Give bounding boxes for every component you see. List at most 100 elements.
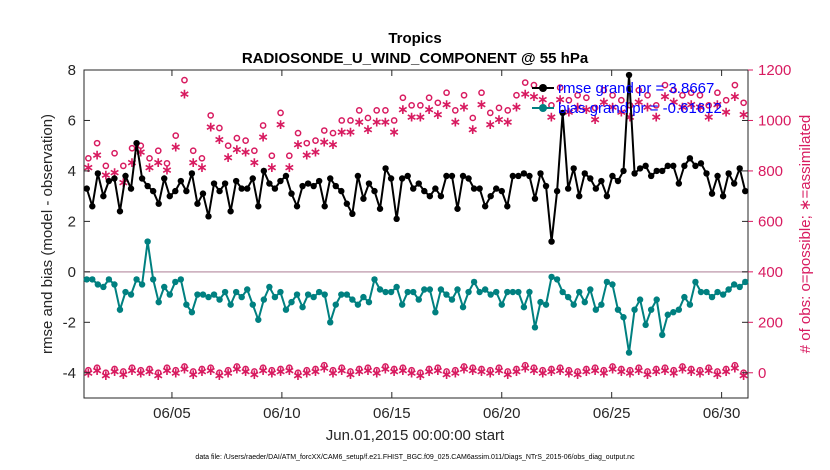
obs-possible-point xyxy=(233,134,241,142)
obs-possible-low-point xyxy=(111,365,118,373)
bias-point xyxy=(183,301,190,308)
rmse-point xyxy=(138,175,146,182)
bias-point xyxy=(509,288,517,296)
obs-possible-point xyxy=(294,129,302,137)
obs-assimilated-low-point: ∗ xyxy=(484,366,496,382)
obs-possible-low-point xyxy=(93,364,101,372)
bias-point xyxy=(437,286,445,293)
bias-point xyxy=(232,288,240,296)
bias-point xyxy=(493,288,500,296)
obs-assimilated-low-point: ∗ xyxy=(563,366,575,382)
rmse-point xyxy=(559,109,566,117)
obs-assimilated-point: ∗ xyxy=(353,114,365,130)
rmse-point xyxy=(166,192,173,200)
rmse-point xyxy=(376,205,384,212)
obs-assimilated-low-point: ∗ xyxy=(519,360,531,376)
obs-possible-low-point xyxy=(390,365,398,373)
obs-possible-low-point xyxy=(329,366,337,374)
obs-assimilated-low-point: ∗ xyxy=(301,366,313,382)
rmse-point xyxy=(199,190,207,197)
obs-possible-low-point xyxy=(609,363,616,370)
obs-assimilated-point: ∗ xyxy=(336,125,348,141)
obs-possible-low-point xyxy=(198,365,206,373)
bias-point xyxy=(105,276,113,283)
obs-assimilated-point: ∗ xyxy=(511,99,523,115)
obs-assimilated-low-point: ∗ xyxy=(100,368,112,384)
rmse-point xyxy=(664,162,671,170)
obs-possible-low-point xyxy=(469,364,477,372)
obs-assimilated-low-point: ∗ xyxy=(144,364,156,380)
obs-possible-point xyxy=(591,104,599,112)
rmse-point xyxy=(647,172,655,180)
obs-possible-low-point xyxy=(128,364,136,372)
obs-assimilated-low-point: ∗ xyxy=(415,368,427,384)
rmse-point xyxy=(255,203,262,210)
rmse-point xyxy=(410,185,417,192)
obs-possible-point xyxy=(408,101,415,109)
obs-assimilated-point: ∗ xyxy=(161,162,173,178)
obs-assimilated-point: ∗ xyxy=(100,167,112,183)
obs-possible-low-point xyxy=(285,364,293,372)
obs-possible-low-point xyxy=(364,364,372,372)
obs-assimilated-low-point: ∗ xyxy=(502,367,514,383)
obs-assimilated-point: ∗ xyxy=(449,114,461,130)
bias-point xyxy=(454,286,461,293)
rmse-point xyxy=(659,167,666,175)
bias-point xyxy=(393,283,400,291)
bias-point xyxy=(310,293,317,301)
obs-possible-low-point xyxy=(224,366,232,374)
obs-possible-point xyxy=(277,109,284,117)
rmse-point xyxy=(116,208,124,215)
obs-possible-point xyxy=(163,160,171,167)
rmse-point xyxy=(487,192,494,200)
rmse-point xyxy=(354,172,362,180)
obs-assimilated-point: ∗ xyxy=(214,132,226,148)
obs-possible-low-point xyxy=(451,366,459,374)
bias-point xyxy=(725,286,732,293)
rmse-point xyxy=(161,175,168,182)
obs-assimilated-low-point: ∗ xyxy=(423,364,435,380)
obs-assimilated-low-point: ∗ xyxy=(685,364,697,380)
obs-possible-point xyxy=(617,96,625,104)
obs-possible-point xyxy=(181,76,188,84)
obs-possible-point xyxy=(373,107,381,114)
rmse-point xyxy=(177,177,185,185)
obs-possible-low-point xyxy=(294,369,302,377)
rmse-point xyxy=(266,180,273,187)
obs-possible-point xyxy=(128,144,136,152)
rmse-point xyxy=(426,192,434,200)
obs-assimilated-point: ∗ xyxy=(318,135,330,151)
obs-possible-low-point xyxy=(277,365,284,373)
bias-point xyxy=(636,296,644,303)
rmse-point xyxy=(476,185,483,192)
obs-possible-low-point xyxy=(242,365,249,373)
bias-point xyxy=(603,278,611,286)
obs-possible-point xyxy=(521,79,529,86)
obs-possible-point xyxy=(154,147,162,155)
bias-point xyxy=(127,291,135,298)
obs-assimilated-low-point: ∗ xyxy=(476,364,488,380)
obs-possible-point xyxy=(661,81,669,89)
rmse-point xyxy=(315,177,323,185)
bias-point xyxy=(255,316,262,323)
legend-bias-label: bias grand pr = -0.61612 xyxy=(558,100,722,117)
obs-possible-low-point xyxy=(382,363,389,370)
obs-assimilated-point: ∗ xyxy=(152,155,164,171)
rmse-point xyxy=(526,172,533,180)
obs-possible-low-point xyxy=(146,365,153,373)
rmse-point xyxy=(304,180,312,187)
bias-point xyxy=(277,288,284,296)
y-tick-label: -4 xyxy=(63,365,76,382)
obs-assimilated-point: ∗ xyxy=(467,122,479,138)
rmse-point xyxy=(481,203,489,210)
rmse-series xyxy=(83,71,749,245)
bias-point xyxy=(166,291,173,298)
obs-possible-point xyxy=(172,132,180,139)
bias-point xyxy=(138,281,146,288)
rmse-point xyxy=(454,205,461,212)
obs-assimilated-point: ∗ xyxy=(476,97,488,113)
rmse-point xyxy=(149,187,157,195)
obs-assimilated-point: ∗ xyxy=(91,147,103,163)
bias-point xyxy=(327,319,334,326)
obs-possible-point xyxy=(705,101,713,109)
